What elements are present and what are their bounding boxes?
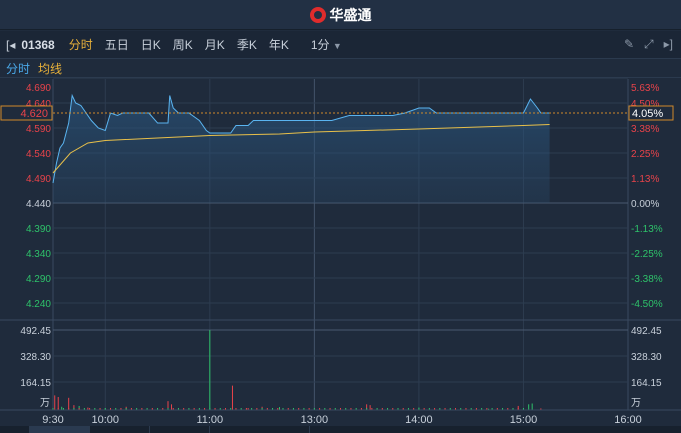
bottom-tab[interactable] — [30, 426, 90, 433]
collapse-left-icon[interactable]: [◂ — [6, 37, 16, 52]
pct-tick: 1.13% — [631, 174, 659, 185]
tab-quarterly-k[interactable]: 季K — [236, 38, 257, 52]
price-tick: 4.290 — [26, 274, 51, 285]
interval-value: 1分 — [310, 38, 330, 52]
pct-tick: 3.38% — [631, 124, 659, 135]
app-header: 华盛通 — [0, 0, 681, 30]
brand-name: 华盛通 — [329, 6, 372, 23]
price-tick: 4.490 — [26, 174, 51, 185]
time-tick: 10:00 — [92, 414, 120, 426]
expand-right-icon[interactable]: ▸] — [663, 37, 673, 51]
pct-tick: -1.13% — [631, 224, 663, 235]
tab-monthly-k[interactable]: 月K — [204, 38, 225, 52]
price-tick: 4.340 — [26, 249, 51, 260]
time-tick: 11:00 — [196, 414, 223, 426]
bottom-tab[interactable] — [150, 426, 210, 433]
chevron-down-icon: ▼ — [332, 41, 342, 51]
tab-intraday[interactable]: 分时 — [68, 38, 93, 52]
toolbar: [◂ 01368 分时 五日 日K 周K 月K 季K 年K 1分 ▼ ✎ ⤢ ▸… — [0, 31, 681, 59]
pct-tick: -2.25% — [631, 249, 663, 260]
pct-tick: -3.38% — [631, 274, 663, 285]
price-tick: 4.640 — [26, 99, 51, 110]
current-pct: 4.05% — [632, 108, 663, 120]
pct-tick: 4.50% — [631, 99, 659, 110]
tab-weekly-k[interactable]: 周K — [172, 38, 193, 52]
price-area — [53, 95, 550, 203]
price-tick: 4.540 — [26, 149, 51, 160]
vol-tick: 164.15 — [631, 378, 662, 389]
tab-daily-k[interactable]: 日K — [140, 38, 161, 52]
time-tick: 15:00 — [510, 414, 538, 426]
vol-tick: 164.15 — [20, 378, 51, 389]
vol-tick: 328.30 — [631, 352, 662, 363]
vol-unit: 万 — [631, 398, 641, 409]
interval-select[interactable]: 1分 ▼ — [305, 36, 348, 53]
time-tick: 14:00 — [405, 414, 433, 426]
pencil-icon[interactable]: ✎ — [623, 37, 635, 51]
time-tick: 16:00 — [614, 414, 642, 426]
time-tick: 9:30 — [42, 414, 63, 426]
time-tick: 13:00 — [301, 414, 329, 426]
price-tick: 4.690 — [26, 83, 51, 94]
pct-tick: 5.63% — [631, 83, 659, 94]
current-price-box — [0, 105, 53, 121]
vol-unit: 万 — [40, 398, 50, 409]
pct-tick: 2.25% — [631, 149, 659, 160]
price-tick: 4.390 — [26, 224, 51, 235]
vol-tick: 492.45 — [20, 326, 51, 337]
legend-avg: 均线 — [38, 62, 63, 76]
bottom-tabs — [0, 426, 681, 433]
huashengtong-logo-icon — [309, 6, 326, 23]
price-tick: 4.590 — [26, 124, 51, 135]
tab-yearly-k[interactable]: 年K — [268, 38, 289, 52]
tab-five-day[interactable]: 五日 — [104, 38, 129, 52]
vol-tick: 492.45 — [631, 326, 662, 337]
fullscreen-icon[interactable]: ⤢ — [644, 37, 654, 51]
legend-price: 分时 — [6, 62, 31, 76]
stock-code: 01368 — [21, 37, 55, 52]
avg-line — [52, 124, 550, 174]
price-line — [52, 93, 550, 184]
pct-tick: 0.00% — [631, 199, 659, 210]
price-tick: 4.440 — [26, 199, 51, 210]
current-price: 4.620 — [20, 108, 48, 120]
vol-tick: 328.30 — [20, 352, 51, 363]
bottom-tab[interactable] — [0, 426, 30, 433]
bottom-tab[interactable] — [90, 426, 150, 433]
bottom-tab[interactable] — [210, 426, 310, 433]
price-tick: 4.240 — [26, 299, 51, 310]
pct-tick: -4.50% — [631, 299, 663, 310]
current-pct-box — [628, 105, 674, 121]
